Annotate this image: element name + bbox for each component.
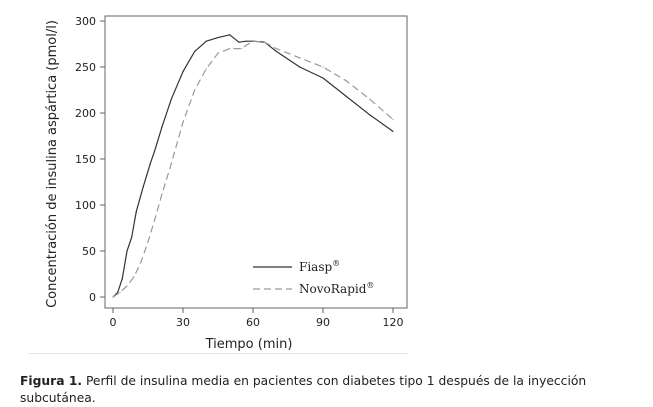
data-point xyxy=(287,52,289,54)
data-point xyxy=(369,98,371,100)
data-point xyxy=(322,66,324,68)
y-tick-label: 300 xyxy=(75,15,96,28)
data-point xyxy=(147,241,149,243)
data-point xyxy=(229,48,231,50)
series-layer xyxy=(112,34,394,298)
data-point xyxy=(205,40,207,42)
legend: Fiasp®NovoRapid® xyxy=(253,259,374,296)
data-point xyxy=(322,77,324,79)
data-point xyxy=(117,291,119,293)
data-point xyxy=(170,163,172,165)
y-tick-label: 100 xyxy=(75,199,96,212)
data-point xyxy=(345,80,347,82)
data-point xyxy=(217,36,219,39)
data-point xyxy=(161,126,163,128)
series-line-novorapid xyxy=(112,40,394,298)
data-point xyxy=(229,34,231,36)
data-point xyxy=(131,236,133,238)
x-tick-label: 90 xyxy=(316,316,330,329)
data-point xyxy=(119,291,121,293)
x-tick-label: 30 xyxy=(176,316,190,329)
legend-label: NovoRapid® xyxy=(299,281,374,296)
data-point xyxy=(299,57,301,59)
x-axis: 0 30 60 90 120 xyxy=(110,308,404,329)
data-point xyxy=(252,40,254,42)
series-line-fiasp xyxy=(112,34,394,298)
data-point xyxy=(182,121,184,123)
data-point xyxy=(238,41,240,43)
y-axis: 0 50 100 150 200 250 300 xyxy=(75,15,105,304)
data-point xyxy=(345,95,347,98)
data-point xyxy=(170,98,172,100)
data-point xyxy=(182,71,184,73)
data-point xyxy=(154,149,156,151)
data-point xyxy=(149,163,151,165)
data-point xyxy=(112,296,114,298)
y-tick-label: 250 xyxy=(75,61,96,74)
data-point xyxy=(194,50,196,52)
data-point xyxy=(126,250,128,252)
data-point xyxy=(161,193,163,195)
data-point xyxy=(245,40,247,42)
data-point xyxy=(133,276,135,278)
data-point xyxy=(369,114,371,116)
legend-label-sup: ® xyxy=(366,281,374,290)
chart: 0 50 100 150 200 250 300 0 30 60 90 120 Concentrac… xyxy=(45,15,408,352)
x-tick-label: 120 xyxy=(383,316,404,329)
caption-separator xyxy=(28,353,408,354)
caption-label: Figura 1. xyxy=(20,374,83,388)
legend-label: Fiasp® xyxy=(299,259,340,274)
data-point xyxy=(247,43,249,45)
x-tick-label: 0 xyxy=(110,316,117,329)
data-point xyxy=(392,118,394,121)
data-point xyxy=(392,130,394,132)
data-point xyxy=(194,89,196,91)
data-point xyxy=(240,48,242,50)
y-tick-label: 150 xyxy=(75,153,96,166)
data-point xyxy=(126,285,128,287)
x-axis-title: Tiempo (min) xyxy=(205,337,293,352)
data-point xyxy=(299,66,301,68)
data-point xyxy=(140,261,142,263)
legend-label-text: Fiasp xyxy=(299,260,332,274)
caption-text: Perfil de insulina media en pacientes co… xyxy=(20,374,587,405)
data-point xyxy=(135,210,137,213)
data-point xyxy=(275,48,277,50)
y-tick-label: 200 xyxy=(75,107,96,120)
data-point xyxy=(142,186,144,188)
figure-caption: Figura 1. Perfil de insulina media en pa… xyxy=(20,373,645,407)
plot-frame xyxy=(104,15,408,309)
x-tick-label: 60 xyxy=(246,316,260,329)
data-point xyxy=(121,278,123,280)
data-point xyxy=(264,41,266,43)
data-point xyxy=(154,218,156,220)
data-point xyxy=(205,68,207,70)
legend-label-text: NovoRapid xyxy=(299,282,367,296)
y-axis-title: Concentración de insulina aspártica (pmo… xyxy=(45,20,60,308)
data-point xyxy=(217,52,219,54)
y-tick-label: 50 xyxy=(82,245,96,258)
legend-label-sup: ® xyxy=(332,259,340,268)
y-tick-label: 0 xyxy=(89,291,96,304)
data-point xyxy=(275,50,277,52)
